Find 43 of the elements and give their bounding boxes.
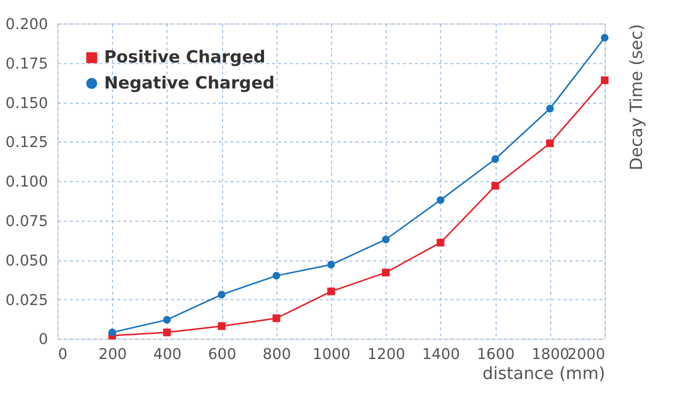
y-tick-label: 0.025 [6,290,48,309]
x-tick-label: 600 [208,345,236,364]
point [382,268,390,276]
y-tick-label: 0.200 [6,14,48,33]
point [327,288,335,296]
x-tick-label: 0 [58,345,68,364]
point [546,104,554,112]
y-tick-label: 0.050 [6,251,48,270]
point [491,182,500,190]
y-tick-label: 0.100 [6,172,48,191]
point [436,196,444,204]
legend-label: Negative Charged [104,72,275,92]
x-tick-label: 400 [153,345,182,364]
point [163,316,171,324]
x-tick-label: 2000 [567,345,606,364]
x-tick-label: 1400 [422,345,460,364]
point [327,260,335,268]
y-tick-label: 0.150 [6,94,48,112]
point [163,328,171,336]
point [600,76,609,84]
y-axis-title: Decay Time (sec) [626,24,646,170]
point [218,290,226,298]
x-tick-label: 800 [262,345,292,364]
point [108,328,116,336]
x-tick-label: 200 [98,345,127,364]
point [272,314,280,322]
point [272,272,280,280]
point [546,139,554,148]
y-tick-label: 0 [38,330,48,348]
point [436,238,444,246]
x-tick-label: 1200 [367,345,406,364]
x-axis-title: distance (mm) [482,362,606,383]
x-tick-label: 1800 [532,345,570,364]
x-tick-label: 1000 [312,345,351,364]
point [600,34,609,42]
x-tick-label: 1600 [476,345,515,364]
point [491,155,500,163]
point [218,322,226,330]
y-tick-label: 0.125 [6,133,48,152]
legend-label: Positive Charged [104,46,266,67]
y-tick-label: 0.075 [6,212,48,230]
y-tick-label: 0.175 [6,54,48,72]
point [382,236,390,244]
